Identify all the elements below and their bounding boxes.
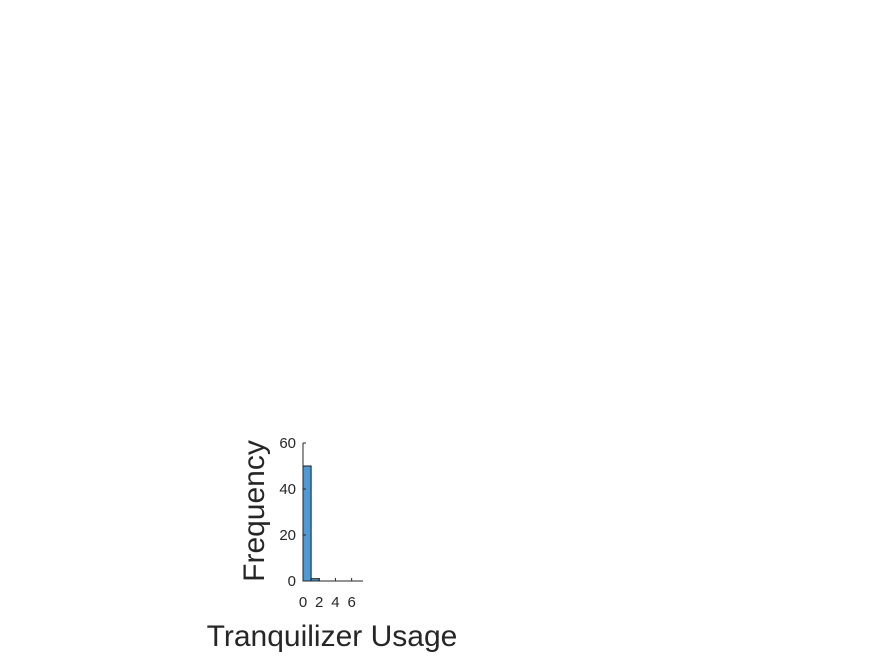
y-tick-label: 60	[279, 435, 296, 452]
y-axis-title: Frequency	[238, 440, 271, 582]
x-axis-title: Tranquilizer Usage	[207, 620, 458, 653]
y-tick-label: 40	[279, 481, 296, 498]
y-tick-label: 0	[288, 573, 296, 590]
x-tick-label: 2	[315, 594, 323, 611]
x-tick-label: 6	[347, 594, 355, 611]
histogram-bars	[302, 465, 320, 582]
x-tick-label: 4	[331, 594, 339, 611]
y-ticks: 0 20 40 60	[279, 435, 306, 590]
y-tick-label: 20	[279, 527, 296, 544]
x-tick-label: 0	[299, 594, 307, 611]
axes	[302, 443, 363, 582]
histogram-bar-0	[302, 465, 312, 582]
